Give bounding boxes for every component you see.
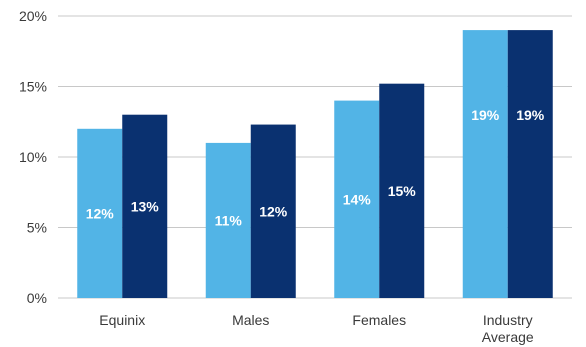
category-label: Average	[482, 329, 534, 345]
data-label: 19%	[471, 107, 500, 123]
y-axis-ticks: 0% 5% 10% 15% 20%	[19, 8, 47, 306]
y-tick-label: 20%	[19, 8, 47, 24]
category-label: Equinix	[99, 312, 145, 328]
y-tick-label: 10%	[19, 149, 47, 165]
data-label: 12%	[259, 203, 288, 219]
bar-series1-cat3	[334, 100, 380, 298]
bars	[77, 30, 553, 299]
bar-series2-cat2	[250, 124, 296, 298]
bar-series2-cat3	[379, 83, 425, 299]
bar-series2-cat1	[122, 114, 168, 298]
bar-series1-cat2	[205, 142, 251, 298]
data-label: 12%	[86, 205, 115, 221]
data-label: 11%	[215, 212, 243, 228]
data-label: 15%	[388, 183, 417, 199]
category-label: Females	[352, 312, 406, 328]
bar-series1-cat1	[77, 128, 123, 298]
data-label: 13%	[131, 198, 160, 214]
bar-series2-cat4	[507, 30, 553, 298]
data-label: 19%	[516, 107, 545, 123]
y-tick-label: 0%	[27, 290, 47, 306]
bar-series1-cat4	[462, 30, 508, 298]
category-label: Males	[232, 312, 269, 328]
y-tick-label: 15%	[19, 79, 47, 95]
category-label: Industry	[483, 312, 533, 328]
data-label: 14%	[343, 191, 372, 207]
y-tick-label: 5%	[27, 220, 47, 236]
data-labels: 12% 13% 11% 12% 14% 15% 19% 19%	[86, 107, 545, 228]
